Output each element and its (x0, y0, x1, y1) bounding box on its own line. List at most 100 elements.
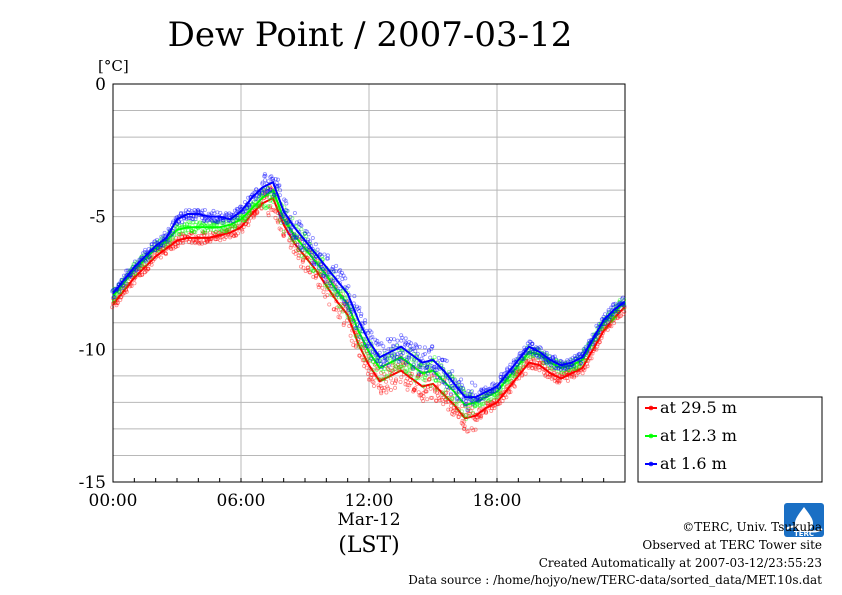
data-point (294, 224, 299, 229)
data-point (341, 322, 346, 327)
data-point (291, 250, 296, 255)
data-point (593, 337, 598, 342)
data-point (512, 373, 517, 378)
data-point (304, 247, 309, 252)
data-point (299, 223, 304, 228)
data-point (254, 196, 259, 201)
data-point (228, 233, 233, 238)
data-point (564, 370, 569, 375)
data-point (466, 429, 471, 434)
data-point (362, 320, 367, 325)
data-point (124, 268, 129, 273)
data-point (222, 237, 227, 242)
data-point (325, 279, 330, 284)
data-point (531, 357, 536, 362)
data-point (416, 364, 421, 369)
data-point (119, 287, 124, 292)
data-point (483, 410, 488, 415)
data-point (341, 301, 346, 306)
data-point (542, 370, 547, 375)
data-point (306, 248, 311, 253)
data-point (515, 369, 520, 374)
data-point (429, 346, 434, 351)
data-point (522, 345, 527, 350)
data-point (336, 304, 341, 309)
data-point (381, 388, 386, 393)
data-point (392, 367, 397, 372)
data-point (470, 405, 475, 410)
data-point (411, 346, 416, 351)
data-point (175, 225, 180, 230)
data-point (346, 308, 351, 313)
data-point (471, 428, 476, 433)
data-point (455, 410, 460, 415)
data-point (313, 242, 318, 247)
data-point (392, 367, 397, 372)
data-point (464, 412, 469, 417)
data-point (465, 408, 470, 413)
data-point (351, 318, 356, 323)
credit-created: Created Automatically at 2007-03-12/23:5… (539, 556, 822, 570)
data-point (565, 358, 570, 363)
data-point (221, 218, 226, 223)
data-point (251, 215, 256, 220)
y-tick-label-1: -5 (89, 208, 106, 228)
data-point (377, 342, 382, 347)
data-point (399, 333, 404, 338)
data-point (357, 334, 362, 339)
data-point (407, 354, 412, 359)
data-point (389, 354, 394, 359)
data-point (328, 284, 333, 289)
data-point (432, 389, 437, 394)
data-point (387, 368, 392, 373)
data-point (511, 358, 516, 363)
y-axis-unit: [°C] (98, 57, 129, 75)
data-point (244, 205, 249, 210)
data-point (434, 367, 439, 372)
data-point (572, 354, 577, 359)
data-point (163, 251, 168, 256)
data-point (157, 245, 162, 250)
terc-logo: TERC (784, 503, 824, 538)
data-point (452, 378, 457, 383)
data-point (385, 384, 390, 389)
data-point (553, 357, 558, 362)
data-point (371, 384, 376, 389)
data-point (417, 393, 422, 398)
data-point (227, 211, 232, 216)
data-point (113, 294, 118, 299)
data-point (444, 400, 449, 405)
data-point (444, 358, 449, 363)
data-point (505, 366, 510, 371)
data-point (157, 247, 162, 252)
data-point (444, 395, 449, 400)
data-point (488, 392, 493, 397)
data-point (388, 355, 393, 360)
data-point (605, 327, 610, 332)
data-point (381, 344, 386, 349)
data-point (179, 234, 184, 239)
data-point (368, 377, 373, 382)
data-point (331, 307, 336, 312)
data-point (430, 366, 435, 371)
data-point (142, 262, 147, 267)
data-point (260, 192, 265, 197)
series-line (112, 196, 626, 420)
data-point (203, 228, 208, 233)
data-point (417, 364, 422, 369)
data-point (123, 284, 128, 289)
data-point (611, 315, 616, 320)
data-point (497, 392, 502, 397)
data-point (268, 204, 273, 209)
data-point (500, 399, 505, 404)
data-point (182, 222, 187, 227)
data-point (201, 230, 206, 235)
data-point (513, 365, 518, 370)
data-point (443, 397, 448, 402)
data-point (288, 228, 293, 233)
data-point (252, 193, 257, 198)
data-point (434, 390, 439, 395)
data-point (237, 205, 242, 210)
data-point (189, 229, 194, 234)
data-point (530, 356, 535, 361)
